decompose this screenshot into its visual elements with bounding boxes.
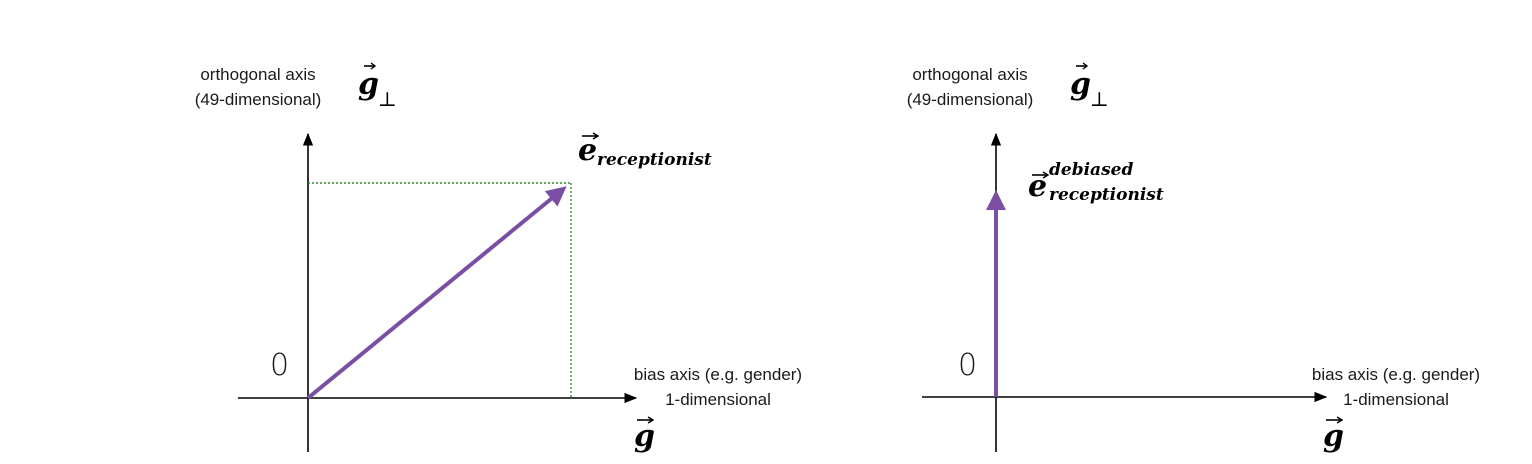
right-vector-superscript: debiased	[1049, 160, 1133, 180]
right-vector-symbol: e	[1028, 169, 1047, 204]
left-y-symbol-sub: ⊥	[378, 87, 397, 111]
right-origin-label: 0	[958, 348, 977, 383]
left-x-symbol-letter: g	[634, 419, 655, 454]
right-x-axis-symbol: g	[1323, 416, 1344, 454]
right-vector-subscript: receptionist	[1049, 185, 1164, 205]
left-x-axis-label-line1: bias axis (e.g. gender)	[634, 365, 802, 384]
left-receptionist-vector	[306, 186, 567, 400]
right-y-axis-symbol: g ⊥	[1070, 62, 1109, 111]
left-x-axis-label-line2: 1-dimensional	[665, 390, 771, 409]
left-vector-label: e receptionist	[578, 132, 712, 170]
right-y-axis-label-line1: orthogonal axis	[912, 65, 1027, 84]
right-y-symbol-letter: g	[1070, 67, 1091, 102]
right-x-axis-label-line1: bias axis (e.g. gender)	[1312, 365, 1480, 384]
right-panel: orthogonal axis (49-dimensional) g ⊥ 0 b…	[907, 62, 1480, 454]
left-panel: orthogonal axis (49-dimensional) g ⊥ 0 b…	[195, 62, 802, 454]
left-y-axis-label-line1: orthogonal axis	[200, 65, 315, 84]
left-y-axis-label-line2: (49-dimensional)	[195, 90, 322, 109]
right-y-symbol-sub: ⊥	[1090, 87, 1109, 111]
left-x-axis-symbol: g	[634, 416, 655, 454]
left-origin-label: 0	[270, 348, 289, 383]
left-y-axis-symbol: g ⊥	[358, 62, 397, 111]
left-y-symbol-letter: g	[358, 67, 379, 102]
left-vector-symbol: e	[578, 133, 597, 168]
right-y-axis-label-line2: (49-dimensional)	[907, 90, 1034, 109]
left-vector-subscript: receptionist	[597, 150, 712, 170]
right-x-axis-label-line2: 1-dimensional	[1343, 390, 1449, 409]
right-vector-label: e debiased receptionist	[1028, 160, 1164, 205]
right-x-symbol-letter: g	[1323, 419, 1344, 454]
